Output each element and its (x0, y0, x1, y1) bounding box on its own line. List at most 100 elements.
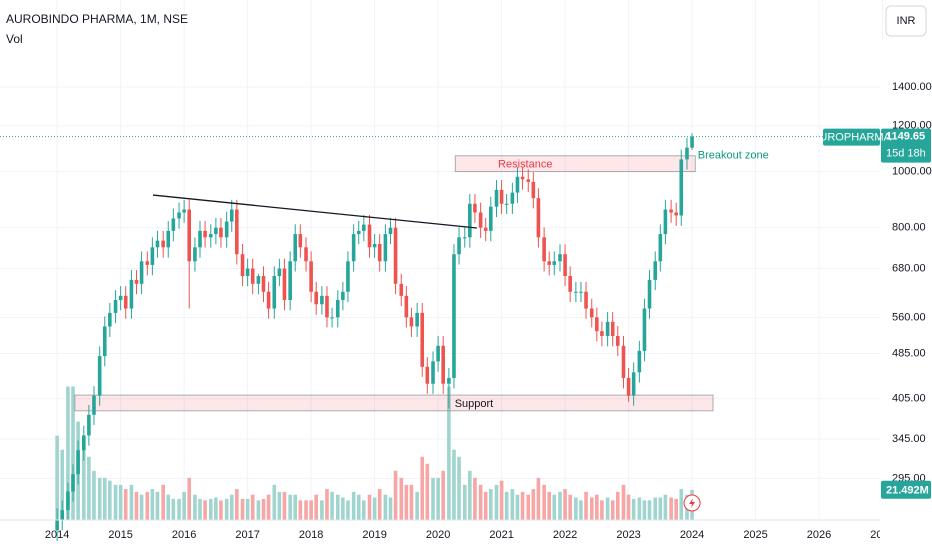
candle-body (595, 317, 599, 332)
volume-bar (621, 484, 626, 520)
volume-bar (203, 500, 207, 520)
annotation: Breakout zone (698, 150, 769, 162)
candle-body (261, 276, 266, 292)
candle-body (123, 295, 128, 309)
volume-bar (499, 480, 504, 520)
volume-bar (462, 484, 467, 520)
volume-bar (182, 491, 186, 520)
volume-bar (272, 484, 277, 520)
symbol-tag (823, 128, 880, 146)
candle-body (372, 243, 377, 248)
candle-body (325, 295, 329, 318)
x-tick-label: 2019 (362, 529, 386, 541)
event-icon-bolt (689, 498, 696, 508)
candle-body (145, 261, 150, 265)
volume-tag (881, 480, 931, 499)
candle-body (637, 350, 642, 373)
volume-bar (568, 494, 572, 520)
candle-body (383, 234, 388, 262)
volume-bar (377, 489, 382, 520)
volume-bar (214, 497, 218, 520)
candle-body (82, 435, 86, 451)
y-tick-label: 485.00 (892, 347, 926, 359)
candle-body (150, 247, 155, 265)
price-tag-label: 1149.65 (886, 131, 925, 143)
volume-bar (494, 484, 499, 520)
zone-label: Resistance (498, 159, 552, 171)
candle-body (129, 279, 134, 309)
volume-bar (415, 491, 419, 520)
volume-bar (478, 484, 483, 520)
volume-bar (504, 491, 509, 520)
volume-bar (314, 494, 318, 520)
volume-bar (669, 497, 673, 520)
candle-body (574, 291, 578, 293)
candle-body (55, 520, 59, 531)
volume-bar (526, 494, 531, 520)
volume-bar (399, 477, 404, 520)
volume-bar (198, 498, 202, 520)
candle-body (494, 189, 499, 207)
y-tick-label: 680.00 (892, 262, 926, 274)
candle-body (245, 268, 250, 277)
candle-body (272, 276, 277, 309)
candle-body (647, 279, 652, 309)
volume-bar (335, 494, 340, 520)
candle-body (92, 395, 96, 415)
candle-body (669, 209, 673, 213)
candle-body (605, 321, 610, 336)
candle-body (658, 234, 663, 262)
volume-bar (150, 489, 155, 520)
candle-body (441, 345, 445, 384)
candle-body (425, 366, 430, 384)
candle-body (542, 237, 546, 262)
candle-body (558, 254, 562, 262)
volume-bar (113, 484, 118, 520)
candle-body (642, 308, 647, 351)
candle-body (161, 240, 165, 248)
volume-bar (87, 456, 91, 520)
currency-label[interactable]: INR (897, 15, 916, 27)
volume-bar (108, 480, 112, 520)
candle-body (447, 377, 451, 384)
volume-bar (320, 500, 324, 520)
candle-body (214, 227, 218, 235)
volume-bar (293, 494, 298, 520)
volume-bar (383, 494, 388, 520)
candle-body (330, 317, 334, 319)
zone-box (74, 394, 714, 412)
volume-bar (637, 497, 642, 520)
candle-body (277, 268, 282, 277)
volume-bar (118, 484, 123, 520)
candle-body (404, 295, 409, 318)
volume-bar (166, 494, 171, 520)
candle-body (97, 356, 102, 396)
volume-bar (658, 497, 663, 520)
candle-body (229, 209, 234, 222)
currency-button[interactable] (885, 5, 927, 37)
candle-body (504, 203, 509, 205)
candle-body (102, 326, 107, 357)
volume-bar (605, 497, 610, 520)
candle-body (108, 312, 112, 327)
volume-bar (261, 498, 266, 520)
volume-bar (595, 494, 599, 520)
volume-bar (420, 456, 425, 520)
x-tick-label: 2014 (45, 529, 69, 541)
volume-bar (139, 494, 144, 520)
volume-bar (447, 386, 451, 520)
volume-bar (129, 484, 134, 520)
volume-bar (60, 449, 65, 520)
candle-body (431, 361, 435, 384)
y-tick-label: 345.00 (892, 433, 926, 445)
price-tag (881, 128, 931, 163)
volume-bar (515, 494, 520, 520)
candle-body (515, 176, 520, 193)
price-axis (880, 40, 932, 550)
volume-bar (224, 498, 229, 520)
y-tick-label: 1000.00 (892, 166, 932, 178)
candle-body (579, 291, 583, 293)
volume-bar (66, 386, 70, 520)
